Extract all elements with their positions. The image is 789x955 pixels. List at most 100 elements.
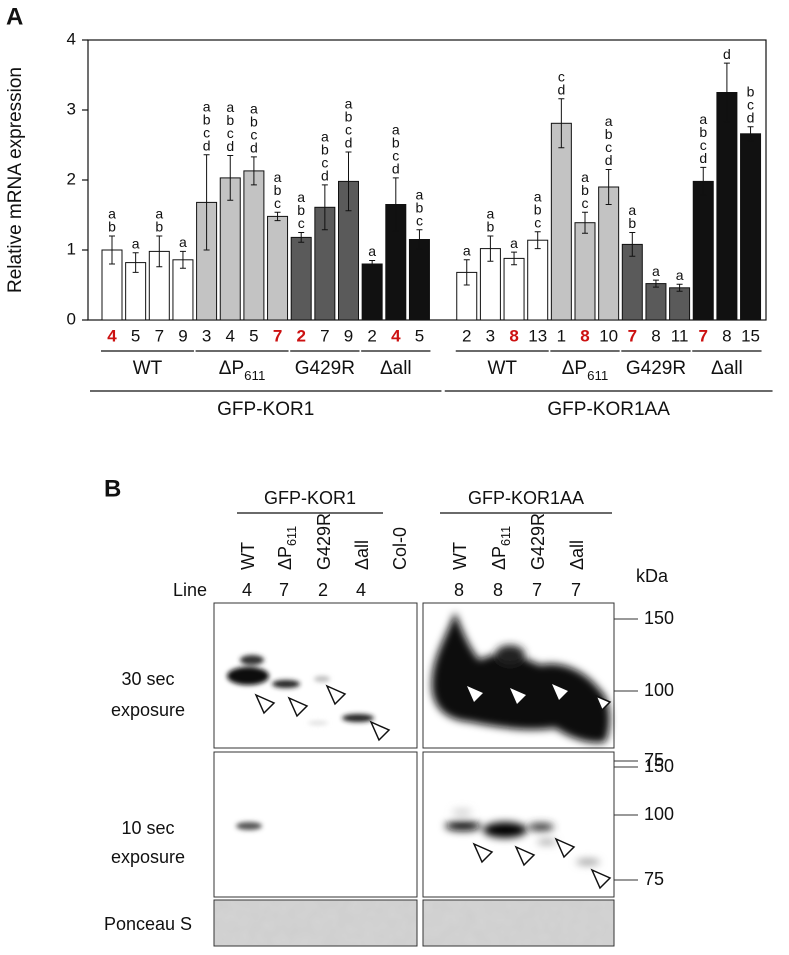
supergroup-label: GFP-KOR1AA xyxy=(547,399,670,420)
group-label: WT xyxy=(133,358,163,379)
significance-letter: d xyxy=(605,152,613,168)
significance-letter: b xyxy=(747,84,755,100)
error-bar xyxy=(723,62,730,123)
significance-letter: b xyxy=(605,126,613,142)
x-tick-label: 7 xyxy=(699,326,708,345)
significance-letter: c xyxy=(345,122,352,138)
lane-label: WT xyxy=(238,542,258,570)
significance-letter: d xyxy=(226,138,234,154)
y-tick-label: 3 xyxy=(67,99,76,118)
marker-label: 100 xyxy=(644,680,674,700)
bar xyxy=(550,122,572,321)
significance-letter: c xyxy=(298,215,305,231)
significance-letter: c xyxy=(274,195,281,211)
significance-letter: d xyxy=(747,110,755,126)
lane-label: Δall xyxy=(567,540,587,570)
error-bar xyxy=(250,156,257,186)
significance-letter: a xyxy=(155,206,163,222)
error-bar xyxy=(511,251,518,266)
lane-label: WT xyxy=(450,542,470,570)
error-bar xyxy=(227,155,234,201)
error-bar xyxy=(274,211,281,222)
bar xyxy=(645,283,667,321)
construct-label: GFP-KOR1AA xyxy=(468,488,584,508)
group-label: ΔP611 xyxy=(562,358,609,383)
significance-letter: a xyxy=(628,202,636,218)
x-tick-label: 8 xyxy=(651,326,660,345)
error-bar xyxy=(605,169,612,205)
x-tick-label: 2 xyxy=(296,326,305,345)
line-number: 4 xyxy=(242,580,252,600)
x-tick-label: 3 xyxy=(202,326,211,345)
error-bar xyxy=(747,126,754,142)
significance-letter: c xyxy=(700,137,707,153)
row-label: exposure xyxy=(111,700,185,720)
error-bar xyxy=(392,177,399,232)
bar xyxy=(408,239,430,321)
error-bar xyxy=(487,235,494,262)
significance-letter: b xyxy=(226,112,234,128)
significance-letter: b xyxy=(487,219,495,235)
x-tick-label: 1 xyxy=(557,326,566,345)
significance-letter: a xyxy=(463,243,471,259)
group-label: Δall xyxy=(380,358,412,379)
arrowheads xyxy=(254,684,612,890)
significance-letter: a xyxy=(652,263,660,279)
significance-letter: a xyxy=(510,235,518,251)
significance-letter: c xyxy=(203,125,210,141)
lane-label: ΔP611 xyxy=(275,526,300,570)
x-tick-label: 4 xyxy=(107,326,117,345)
row-label: Ponceau S xyxy=(104,914,192,934)
significance-letter: c xyxy=(227,125,234,141)
significance-letter: b xyxy=(628,215,636,231)
panel-label: B xyxy=(104,475,121,502)
error-bar xyxy=(298,232,305,243)
significance-letter: a xyxy=(487,206,495,222)
lane-label: ΔP611 xyxy=(489,526,514,570)
significance-letter: b xyxy=(203,112,211,128)
error-bar xyxy=(416,229,423,250)
ponceau-texture xyxy=(424,901,613,945)
bands xyxy=(227,655,374,830)
group-label: G429R xyxy=(295,358,355,379)
line-number: 8 xyxy=(493,580,503,600)
significance-letter: a xyxy=(274,169,282,185)
significance-letter: a xyxy=(605,113,613,129)
bar xyxy=(243,170,265,321)
lane-label: G429R xyxy=(314,513,334,570)
significance-letter: c xyxy=(534,215,541,231)
supergroup-label: GFP-KOR1 xyxy=(217,399,314,420)
significance-letter: a xyxy=(368,243,376,259)
error-bar xyxy=(369,260,376,268)
error-bar xyxy=(700,166,707,196)
error-bar xyxy=(345,151,352,212)
marker-label: 75 xyxy=(644,750,664,770)
bar xyxy=(527,239,549,321)
significance-letter: d xyxy=(321,168,329,184)
line-number: 7 xyxy=(571,580,581,600)
lane-label: Δall xyxy=(352,540,372,570)
group-label: G429R xyxy=(626,358,686,379)
x-tick-label: 15 xyxy=(741,326,760,345)
group-label: Δall xyxy=(711,358,743,379)
error-bar xyxy=(156,235,163,268)
x-tick-label: 5 xyxy=(249,326,258,345)
bar xyxy=(574,222,596,321)
significance-letter: d xyxy=(250,140,258,156)
x-tick-label: 4 xyxy=(226,326,235,345)
significance-letter: c xyxy=(416,212,423,228)
x-tick-label: 5 xyxy=(415,326,424,345)
row-label: exposure xyxy=(111,847,185,867)
error-bar xyxy=(179,250,186,269)
x-tick-label: 9 xyxy=(344,326,353,345)
significance-letter: d xyxy=(557,82,565,98)
significance-letter: b xyxy=(534,202,542,218)
lane-label: G429R xyxy=(528,513,548,570)
x-tick-label: 5 xyxy=(131,326,140,345)
significance-letter: b xyxy=(416,199,424,215)
bar xyxy=(716,92,738,321)
marker-label: 100 xyxy=(644,804,674,824)
significance-letter: a xyxy=(108,206,116,222)
row-label: 10 sec xyxy=(121,818,174,838)
significance-letter: a xyxy=(416,186,424,202)
